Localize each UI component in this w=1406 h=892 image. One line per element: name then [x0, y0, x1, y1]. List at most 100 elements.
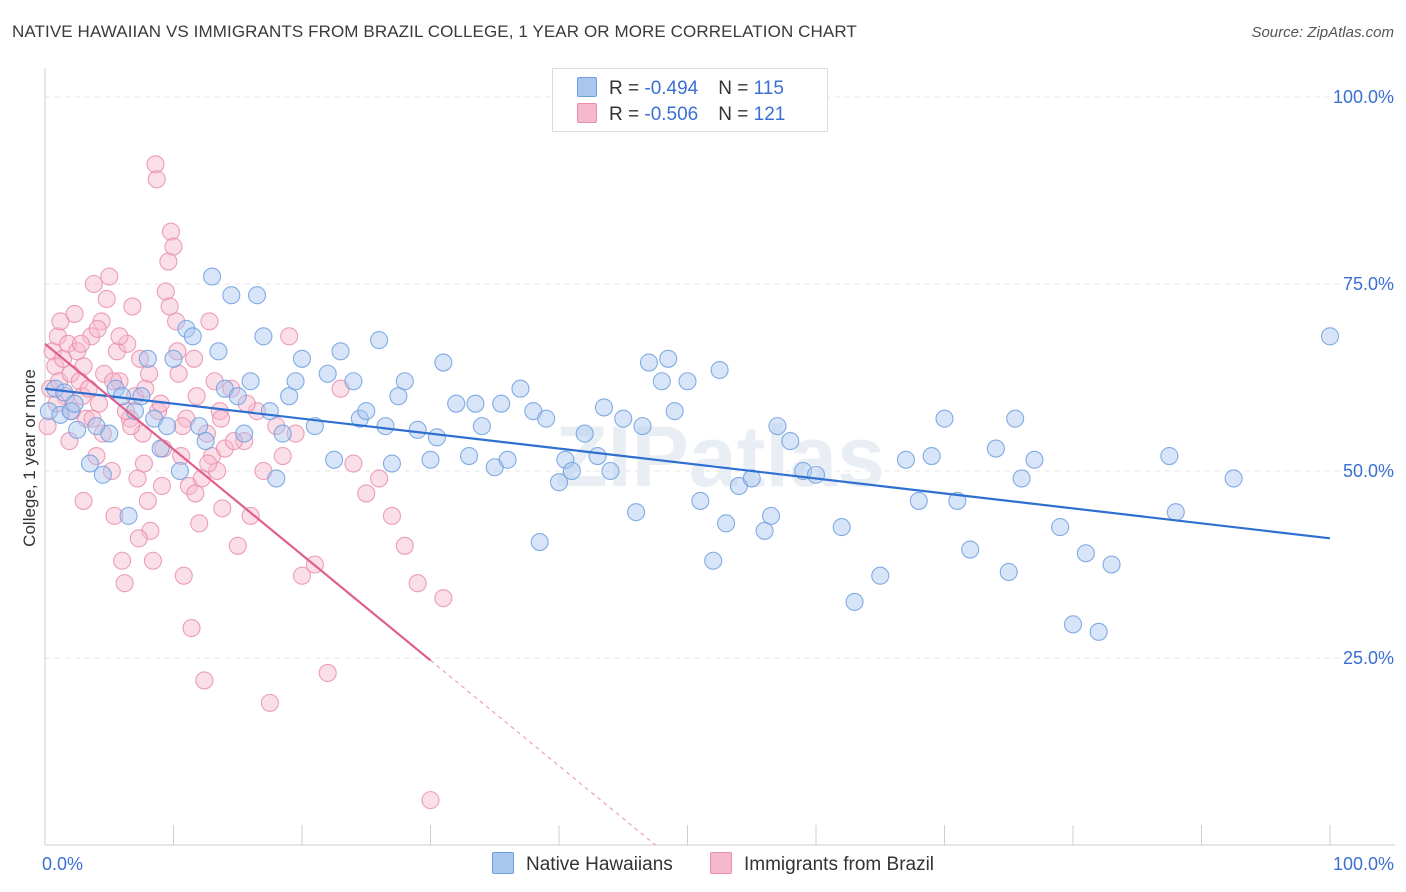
- data-point: [408, 420, 427, 439]
- data-point: [498, 450, 517, 469]
- data-point: [710, 360, 729, 380]
- series-immigrants-from-brazil: [38, 155, 453, 810]
- data-point: [286, 424, 305, 443]
- data-point: [88, 319, 107, 338]
- data-point: [781, 432, 800, 451]
- data-point: [254, 327, 273, 346]
- data-point: [215, 439, 234, 458]
- data-point: [160, 297, 179, 316]
- data-point: [196, 432, 215, 451]
- legend-r-value: -0.506: [644, 104, 699, 125]
- series-native-hawaiians: [39, 267, 1340, 641]
- x-tick-label: 0.0%: [42, 854, 83, 874]
- bottom-legend-swatch-pink: [710, 852, 732, 874]
- data-point: [472, 417, 491, 436]
- legend-n-value: 121: [753, 104, 786, 125]
- data-point: [186, 484, 205, 503]
- data-point: [241, 506, 260, 525]
- data-point: [59, 334, 78, 353]
- data-point: [68, 420, 87, 439]
- data-point: [318, 663, 337, 683]
- data-point: [627, 503, 646, 522]
- data-point: [659, 349, 678, 368]
- data-point: [222, 379, 241, 398]
- data-point: [260, 402, 279, 421]
- data-point: [537, 409, 556, 428]
- data-point: [107, 342, 127, 361]
- data-point: [1012, 469, 1031, 488]
- data-point: [185, 349, 204, 368]
- data-point: [195, 671, 214, 690]
- data-point: [492, 394, 511, 413]
- y-tick-label: 75.0%: [1343, 274, 1394, 294]
- data-point: [80, 454, 100, 473]
- data-point: [100, 267, 119, 286]
- data-point: [961, 540, 980, 559]
- data-point: [167, 312, 186, 331]
- data-point: [986, 439, 1005, 458]
- data-point: [761, 506, 781, 525]
- data-point: [158, 417, 177, 436]
- data-point: [408, 574, 427, 593]
- y-tick-label: 50.0%: [1343, 461, 1394, 481]
- data-point: [370, 469, 389, 488]
- data-point: [382, 506, 402, 525]
- bottom-legend-immigrants-from-brazil: Immigrants from Brazil: [710, 852, 934, 876]
- data-point: [389, 387, 408, 406]
- chart-title: NATIVE HAWAIIAN VS IMMIGRANTS FROM BRAZI…: [12, 22, 857, 41]
- data-point: [832, 518, 851, 537]
- data-point: [152, 476, 171, 496]
- legend-n-label: N =: [718, 104, 754, 125]
- legend-r-label: R =: [609, 78, 645, 99]
- data-point: [594, 398, 614, 417]
- data-point: [691, 491, 710, 510]
- data-point: [51, 312, 70, 331]
- data-point: [286, 372, 305, 391]
- data-point: [633, 417, 652, 436]
- trend-line-immigrants-from-brazil: [44, 342, 432, 662]
- trend-lines: [44, 342, 1331, 846]
- data-point: [241, 372, 260, 391]
- data-point: [138, 349, 157, 368]
- data-point: [161, 222, 180, 241]
- data-point: [922, 446, 941, 466]
- data-point: [280, 327, 299, 346]
- legend-n-label: N =: [718, 78, 754, 99]
- grid-lines: [45, 96, 1395, 659]
- data-point: [39, 402, 58, 421]
- data-point: [119, 506, 138, 525]
- data-point: [447, 394, 466, 413]
- data-point: [190, 417, 209, 436]
- data-point: [395, 536, 414, 555]
- data-point: [164, 349, 183, 368]
- data-point: [466, 394, 485, 413]
- data-point: [357, 402, 376, 421]
- data-point: [128, 469, 147, 488]
- data-point: [134, 454, 153, 473]
- data-point: [93, 424, 112, 443]
- data-point: [370, 331, 389, 350]
- data-point: [205, 372, 224, 391]
- data-point: [187, 387, 206, 406]
- data-point: [147, 170, 166, 189]
- data-point: [1025, 450, 1044, 469]
- data-point: [74, 357, 93, 376]
- data-point: [74, 491, 93, 510]
- data-point: [183, 327, 202, 346]
- legend-row-immigrants-from-brazil: R = -0.506 N = 121: [577, 103, 785, 126]
- data-point: [235, 424, 254, 443]
- data-point: [639, 353, 659, 372]
- data-point: [132, 387, 151, 406]
- data-point: [104, 372, 123, 391]
- data-point: [174, 566, 193, 585]
- data-point: [131, 349, 150, 368]
- data-point: [549, 473, 569, 492]
- data-point: [1166, 503, 1185, 522]
- bottom-legend-label: Native Hawaiians: [526, 854, 673, 875]
- legend-swatch-pink: [577, 103, 597, 123]
- data-point: [331, 342, 350, 361]
- trend-line-extension: [430, 659, 656, 846]
- y-tick-label: 25.0%: [1343, 648, 1394, 668]
- data-point: [530, 533, 549, 552]
- legend-row-native-hawaiians: R = -0.494 N = 115: [577, 77, 784, 100]
